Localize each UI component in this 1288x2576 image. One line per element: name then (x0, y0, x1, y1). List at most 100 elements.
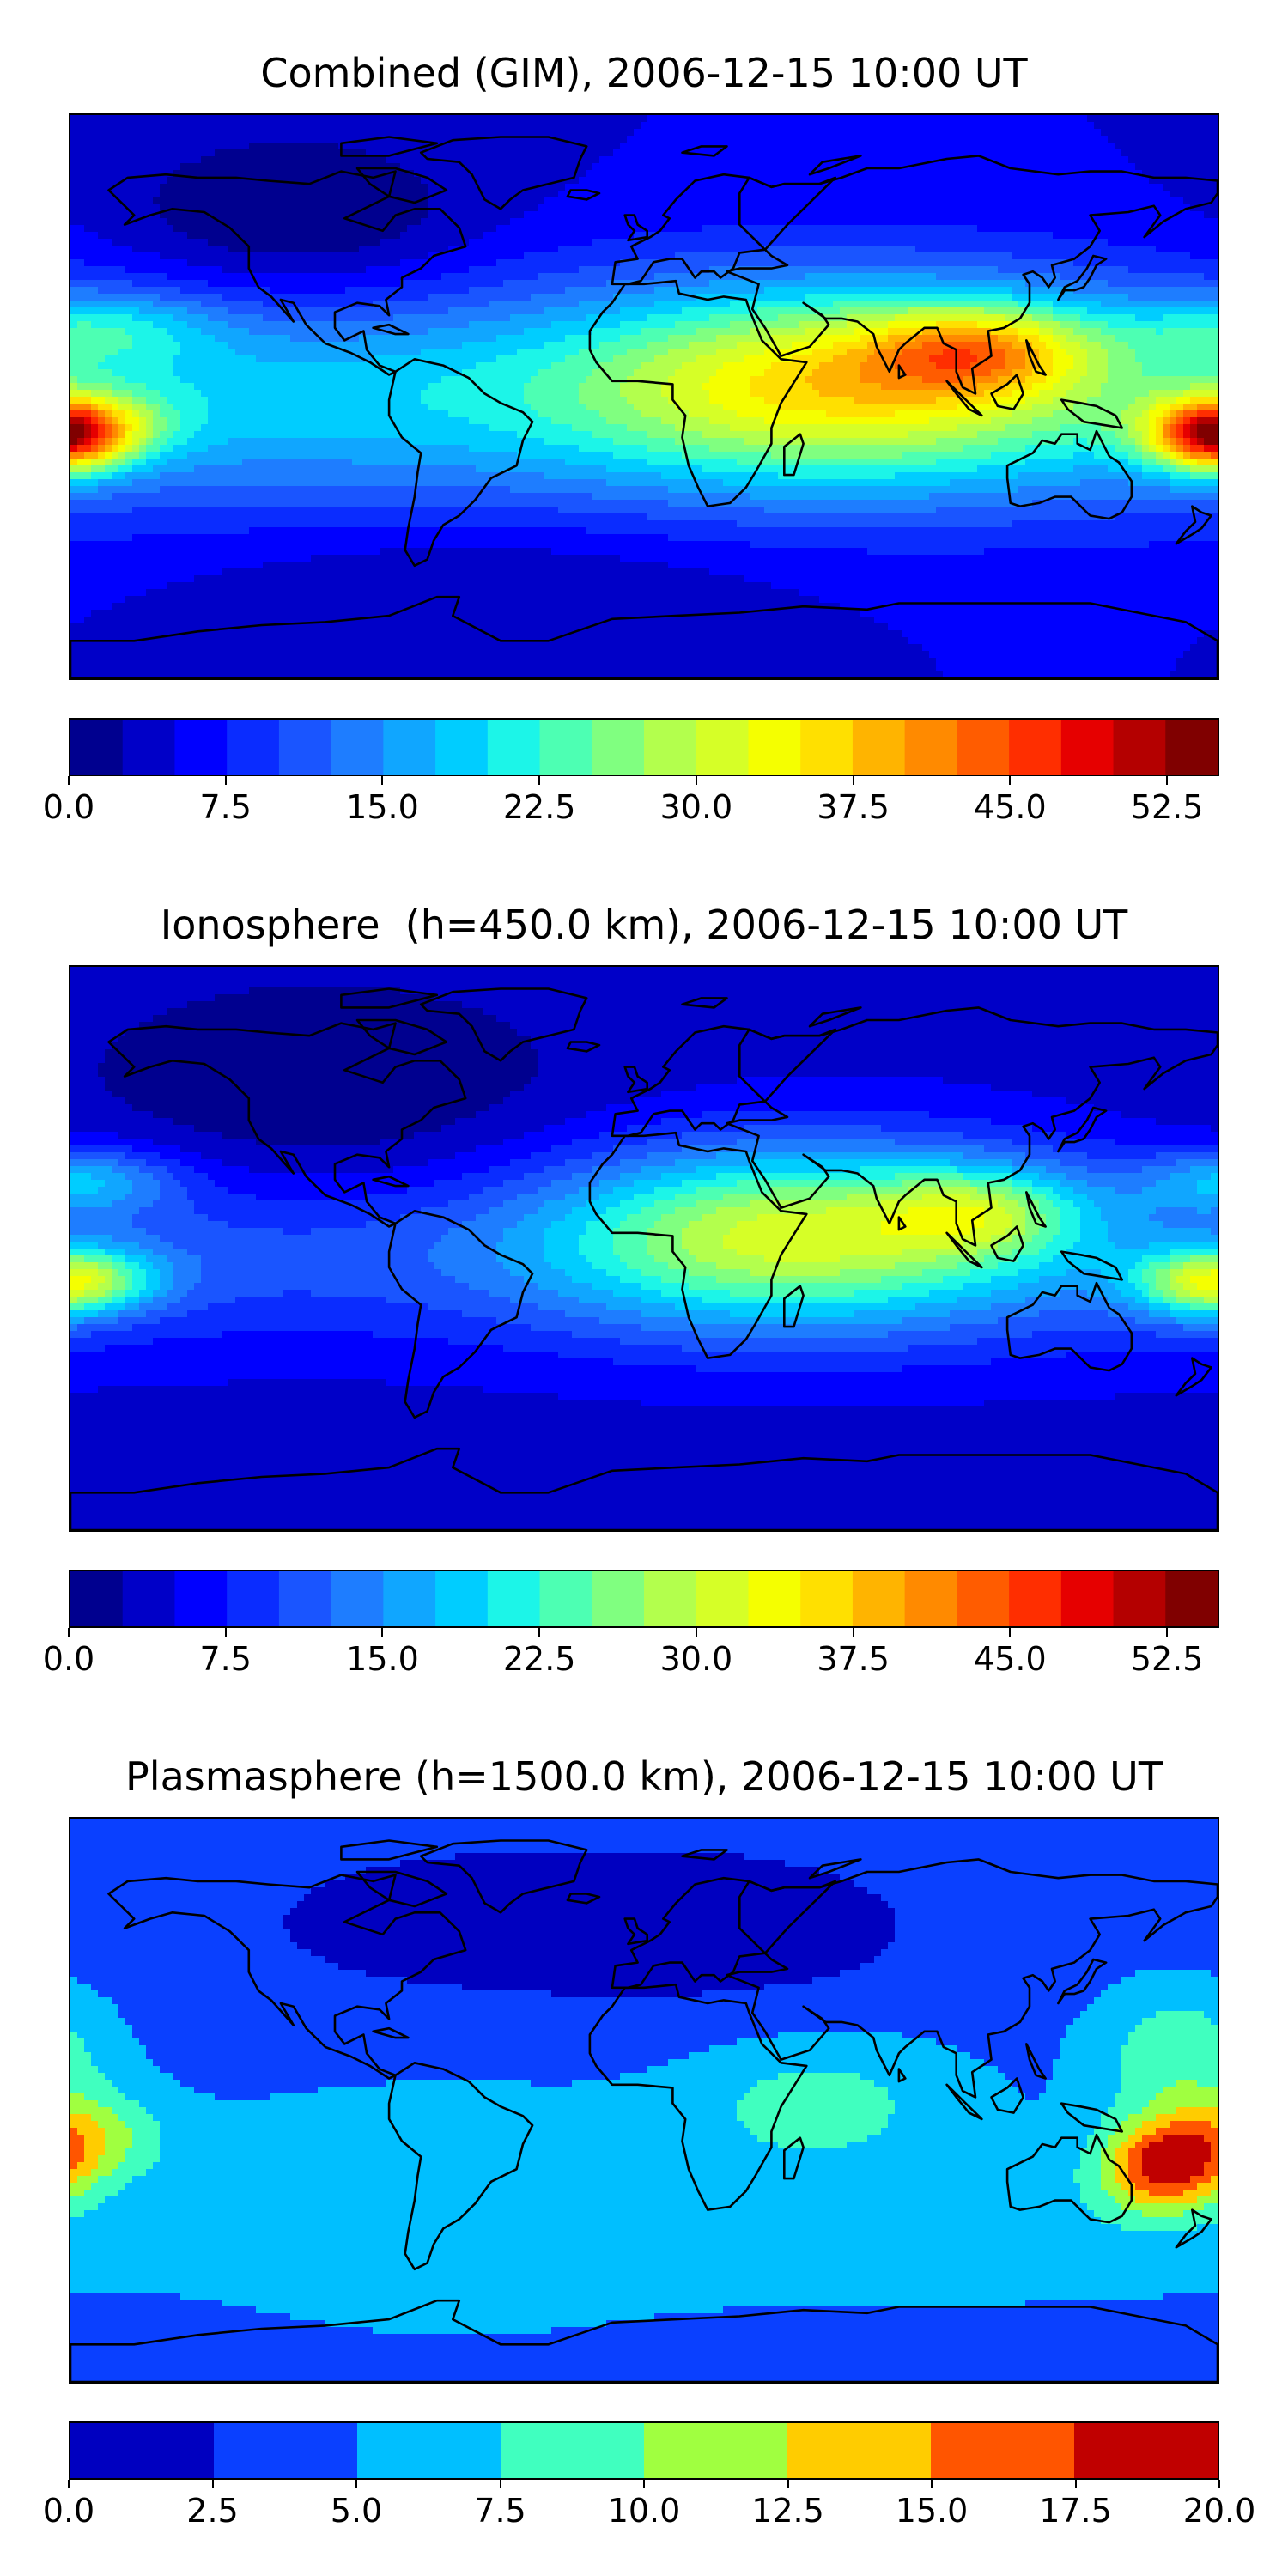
coastline-sri-lanka (897, 364, 907, 380)
coastline-ellesmere (340, 136, 439, 157)
coastline-madagascar (783, 1285, 805, 1328)
colorbar-tick-label: 52.5 (1131, 788, 1204, 826)
coastline-svalbard (681, 145, 728, 157)
panel-2-colorbar-svg (70, 1571, 1218, 1626)
coastline-south-america (387, 358, 534, 568)
colorbar-swatch (487, 720, 541, 775)
colorbar-swatch (800, 1571, 854, 1626)
coastline-asia (726, 1006, 1218, 1247)
coastline-new-guinea (1060, 398, 1123, 429)
coastline-sri-lanka (897, 1216, 907, 1231)
coastline-novaya-zemlya (808, 155, 862, 176)
colorbar-swatch (174, 1571, 228, 1626)
coastline-new-zealand (1175, 505, 1212, 545)
colorbar-tick-label: 45.0 (974, 1640, 1047, 1678)
colorbar-swatch (644, 720, 697, 775)
colorbar-swatch (644, 2423, 788, 2478)
colorbar-tick-mark (499, 2480, 501, 2488)
colorbar-tick-mark (211, 2480, 214, 2488)
colorbar-swatch (1060, 720, 1115, 775)
coastline-novaya-zemlya (808, 1858, 862, 1880)
colorbar-swatch (748, 1571, 801, 1626)
coastline-australia (1005, 429, 1133, 520)
colorbar-tick-label: 22.5 (503, 1640, 576, 1678)
coastline-north-america (107, 170, 467, 376)
coastline-greenland (419, 136, 588, 210)
colorbar-tick-label: 0.0 (43, 1640, 94, 1678)
colorbar-tick-mark (68, 776, 70, 785)
colorbar-swatch (800, 720, 854, 775)
coastline-new-guinea (1060, 1250, 1123, 1281)
coastline-cuba (372, 1175, 410, 1188)
colorbar-tick-label: 7.5 (474, 2492, 526, 2530)
panel-3-colorbar (69, 2421, 1219, 2480)
colorbar-tick-label: 37.5 (817, 788, 890, 826)
colorbar-tick-mark (695, 776, 697, 785)
colorbar-swatch (592, 720, 645, 775)
coastline-baffin (355, 1870, 448, 1908)
coastline-new-zealand (1175, 2208, 1212, 2249)
colorbar-tick-mark (1009, 776, 1012, 785)
colorbar-swatch (539, 720, 592, 775)
coastline-philippines (1025, 339, 1047, 376)
coastline-japan (1057, 1106, 1108, 1153)
colorbar-tick-mark (224, 1628, 227, 1637)
colorbar-tick-label: 7.5 (200, 788, 252, 826)
colorbar-tick-label: 10.0 (608, 2492, 681, 2530)
colorbar-swatch (70, 2423, 215, 2478)
colorbar-swatch (1074, 2423, 1218, 2478)
colorbar-tick-label: 7.5 (200, 1640, 252, 1678)
coastline-uk (623, 214, 648, 242)
colorbar-tick-mark (643, 2480, 645, 2488)
coastline-europe (611, 1876, 836, 1990)
colorbar-swatch (214, 2423, 358, 2478)
colorbar-tick-mark (852, 776, 854, 785)
coastline-svalbard (681, 997, 728, 1009)
colorbar-swatch (957, 1571, 1010, 1626)
colorbar-tick-label: 5.0 (331, 2492, 382, 2530)
colorbar-tick-label: 30.0 (660, 1640, 733, 1678)
colorbar-swatch (278, 720, 332, 775)
coastline-antarctica (70, 1447, 1218, 1530)
coastline-uk (623, 1066, 648, 1094)
colorbar-swatch (357, 2423, 501, 2478)
colorbar-swatch (539, 1571, 592, 1626)
panel-3-colorbar-svg (70, 2423, 1218, 2478)
panel-1-map (69, 113, 1219, 680)
colorbar-swatch (435, 1571, 489, 1626)
colorbar-swatch (852, 1571, 906, 1626)
coastline-cuba (372, 2026, 410, 2039)
colorbar-swatch (501, 2423, 645, 2478)
colorbar-swatch (70, 1571, 124, 1626)
colorbar-tick-label: 15.0 (346, 1640, 419, 1678)
panel-2-map-svg (70, 967, 1218, 1530)
panel-2-colorbar (69, 1570, 1219, 1628)
colorbar-tick-mark (1166, 1628, 1169, 1637)
coastline-baffin (355, 1018, 448, 1056)
coastline-iceland (566, 1893, 601, 1905)
coastline-south-america (387, 1210, 534, 1419)
colorbar-tick-label: 15.0 (346, 788, 419, 826)
panel-2-title: Ionosphere (h=450.0 km), 2006-12-15 10:0… (0, 902, 1288, 948)
coastline-new-zealand (1175, 1357, 1212, 1397)
coastline-antarctica (70, 595, 1218, 678)
colorbar-tick-mark (355, 2480, 357, 2488)
colorbar-tick-label: 20.0 (1183, 2492, 1256, 2530)
coastline-madagascar (783, 2136, 805, 2180)
colorbar-swatch (122, 1571, 175, 1626)
colorbar-tick-label: 0.0 (43, 788, 94, 826)
panel-1-colorbar-svg (70, 720, 1218, 775)
colorbar-swatch (1009, 1571, 1062, 1626)
coastline-philippines (1025, 1191, 1047, 1228)
colorbar-tick-mark (224, 776, 227, 785)
coastline-novaya-zemlya (808, 1006, 862, 1028)
panel-1-colorbar-ticks: 0.0 7.5 15.0 22.5 30.0 37.5 45.0 52.5 (43, 776, 1219, 828)
coastline-borneo (990, 1225, 1024, 1262)
coastline-north-america (107, 1022, 467, 1228)
colorbar-swatch (1113, 720, 1166, 775)
colorbar-swatch (278, 1571, 332, 1626)
colorbar-tick-mark (538, 1628, 541, 1637)
coastline-africa (588, 1983, 808, 2211)
colorbar-tick-label: 2.5 (186, 2492, 238, 2530)
coastline-svalbard (681, 1849, 728, 1861)
